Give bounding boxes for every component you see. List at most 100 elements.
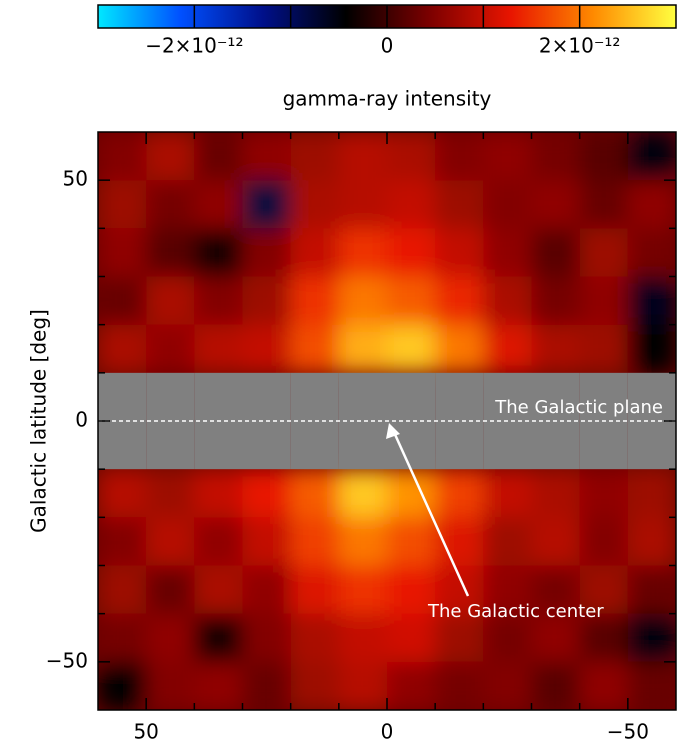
heatmap-cell xyxy=(387,661,436,710)
heatmap-cell xyxy=(579,517,628,566)
colorbar-label: gamma-ray intensity xyxy=(283,87,492,111)
heatmap-cell xyxy=(146,565,195,614)
heatmap-cell xyxy=(531,132,580,181)
heatmap-cell xyxy=(338,228,387,277)
heatmap-cell xyxy=(98,132,147,181)
heatmap-cell xyxy=(387,180,436,229)
heatmap-cell xyxy=(531,661,580,710)
heatmap-cell xyxy=(387,469,436,518)
heatmap-cell xyxy=(579,132,628,181)
colorbar-tick-label: −2×10⁻¹² xyxy=(145,34,243,58)
masked-cell xyxy=(531,421,580,470)
heatmap-cell xyxy=(290,565,339,614)
heatmap-cell xyxy=(387,565,436,614)
heatmap-cell xyxy=(98,276,147,325)
heatmap-cell xyxy=(242,613,291,662)
heatmap-cell xyxy=(531,517,580,566)
heatmap-cell xyxy=(194,228,243,277)
heatmap-cell xyxy=(290,469,339,518)
heatmap-cell xyxy=(98,613,147,662)
heatmap-cell xyxy=(579,324,628,373)
heatmap-cell xyxy=(579,180,628,229)
heatmap-cell xyxy=(483,517,532,566)
heatmap-cell xyxy=(579,613,628,662)
heatmap-cell xyxy=(627,180,676,229)
heatmap-cell xyxy=(98,228,147,277)
heatmap-cell xyxy=(387,324,436,373)
heatmap-cell xyxy=(435,180,484,229)
heatmap-cell xyxy=(579,565,628,614)
heatmap-cell xyxy=(338,517,387,566)
heatmap-cell xyxy=(194,565,243,614)
heatmap-cell xyxy=(194,276,243,325)
heatmap-cell xyxy=(98,565,147,614)
heatmap-cell xyxy=(146,276,195,325)
heatmap-cell xyxy=(627,469,676,518)
heatmap-cell xyxy=(98,324,147,373)
heatmap-cell xyxy=(194,661,243,710)
annotations: The Galactic plane The Galactic center xyxy=(98,397,676,622)
heatmap-cell xyxy=(146,661,195,710)
heatmap-cell xyxy=(435,613,484,662)
heatmap-cell xyxy=(483,324,532,373)
heatmap-cell xyxy=(194,517,243,566)
heatmap-cell xyxy=(146,228,195,277)
colorbar-tick-label: 0 xyxy=(381,34,394,58)
arrow-head xyxy=(386,423,400,439)
heatmap-cell xyxy=(627,517,676,566)
heatmap-cell xyxy=(194,469,243,518)
heatmap-cell xyxy=(627,276,676,325)
heatmap-cell xyxy=(338,324,387,373)
heatmap-cell xyxy=(242,276,291,325)
masked-cell xyxy=(290,372,339,421)
masked-cell xyxy=(98,421,147,470)
masked-cell xyxy=(483,372,532,421)
heatmap-cell xyxy=(146,517,195,566)
masked-cell xyxy=(627,421,676,470)
heatmap-cell xyxy=(531,324,580,373)
heatmap-cell xyxy=(242,324,291,373)
heatmap-cell xyxy=(290,661,339,710)
heatmap-cell xyxy=(435,228,484,277)
heatmap-cell xyxy=(242,180,291,229)
heatmap-cell xyxy=(579,469,628,518)
heatmap-cell xyxy=(531,469,580,518)
heatmap-cell xyxy=(387,613,436,662)
heatmap-cell xyxy=(579,661,628,710)
heatmap-cell xyxy=(194,180,243,229)
x-tick-label: 50 xyxy=(133,720,158,744)
y-tick-label: 50 xyxy=(63,167,88,191)
heatmap-cell xyxy=(98,469,147,518)
heatmap-cell xyxy=(435,276,484,325)
masked-cells xyxy=(98,372,676,470)
heatmap-cell xyxy=(290,276,339,325)
masked-cell xyxy=(242,421,291,470)
heatmap-cell xyxy=(194,324,243,373)
heatmap-cell xyxy=(194,132,243,181)
heatmap-cell xyxy=(290,517,339,566)
heatmap-cell xyxy=(627,565,676,614)
heatmap-cell xyxy=(290,180,339,229)
masked-cell xyxy=(627,372,676,421)
heatmap-cell xyxy=(531,228,580,277)
heatmap-cell xyxy=(290,613,339,662)
arrow-shaft xyxy=(391,429,470,597)
heatmap-cell xyxy=(531,565,580,614)
masked-cell xyxy=(338,421,387,470)
masked-cell xyxy=(579,421,628,470)
heatmap-cell xyxy=(338,613,387,662)
x-tick-label: 0 xyxy=(381,720,394,744)
masked-cell xyxy=(435,421,484,470)
heatmap-cell xyxy=(242,517,291,566)
heatmap-cell xyxy=(338,276,387,325)
y-tick-label: −50 xyxy=(46,648,88,672)
annotation: The Galactic center xyxy=(427,601,604,622)
heatmap-cell xyxy=(435,565,484,614)
heatmap-cell xyxy=(387,228,436,277)
masked-cell xyxy=(435,372,484,421)
masked-cell xyxy=(290,421,339,470)
masked-cell xyxy=(338,372,387,421)
heatmap-cell xyxy=(338,180,387,229)
heatmap-cell xyxy=(242,228,291,277)
heatmap-cell xyxy=(98,517,147,566)
